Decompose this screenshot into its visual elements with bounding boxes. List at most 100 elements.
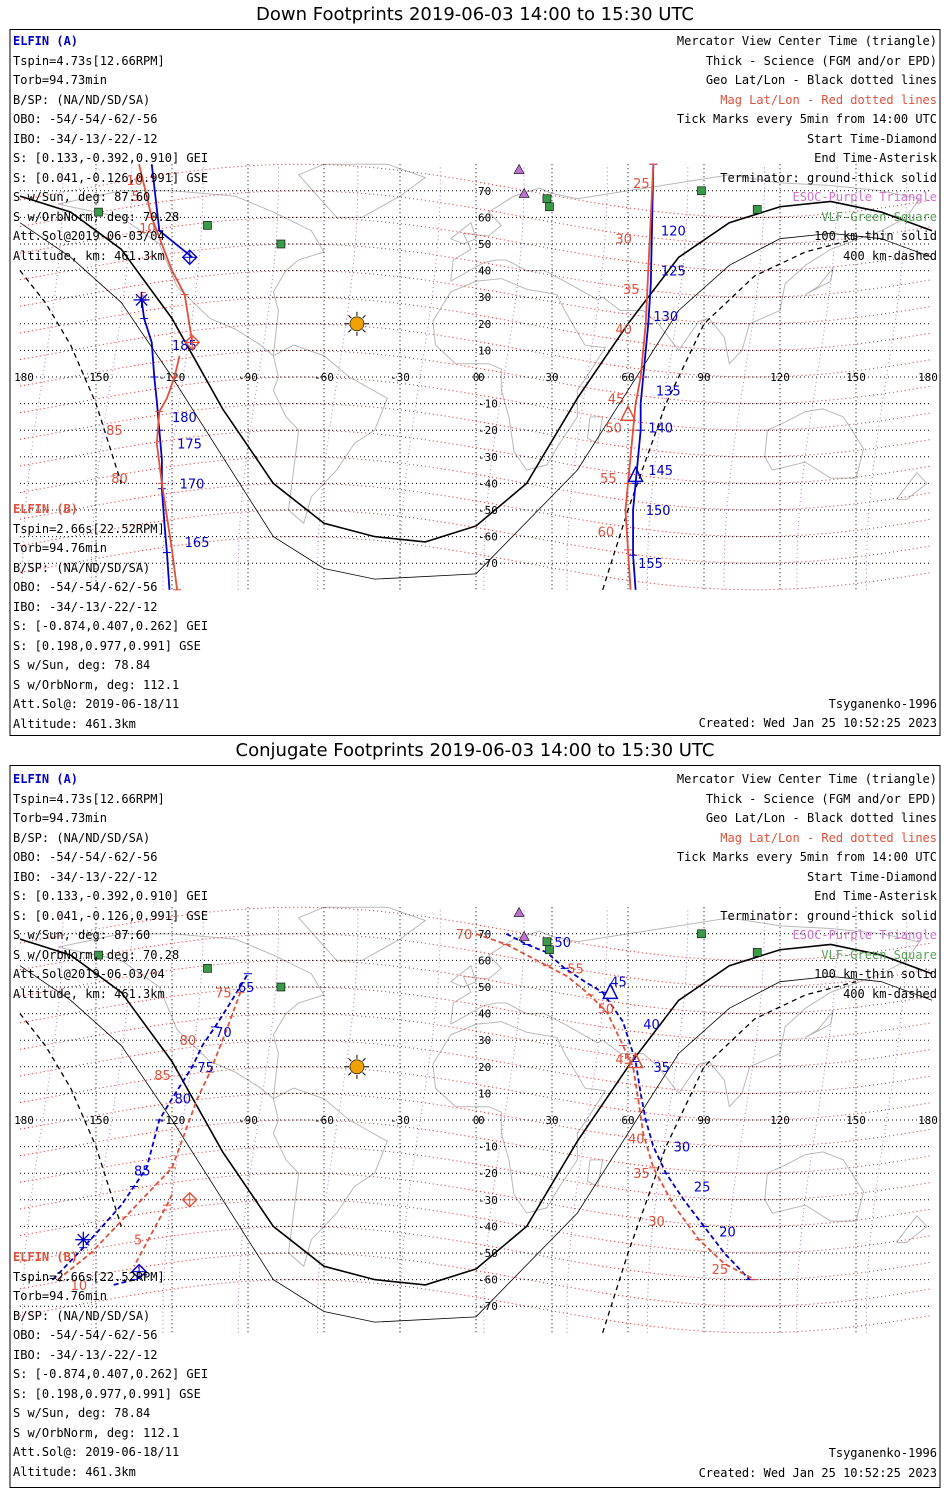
track-time-label: 5	[134, 1234, 142, 1249]
info-line: S: [-0.874,0.407,0.262] GEI	[13, 1367, 209, 1381]
y-tick-label: 60	[478, 211, 491, 224]
track-time-label: 70	[456, 928, 473, 943]
y-tick-label: 30	[478, 1034, 491, 1047]
terminator-100km	[19, 965, 933, 1323]
info-line: S: [0.041,-0.126,0.991] GSE	[13, 908, 209, 923]
track-time-label: 50	[555, 936, 572, 951]
y-tick-label: 40	[478, 1008, 491, 1021]
track-time-label: 85	[134, 1165, 151, 1180]
legend-line: End Time-Asterisk	[814, 151, 937, 165]
coastline	[297, 906, 427, 961]
legend-line: ESOC-Purple Triangle	[792, 928, 938, 942]
track-time-label: 80	[175, 1093, 192, 1108]
created-label-conj: Created: Wed Jan 25 10:52:25 2023	[698, 1466, 937, 1480]
info-line: Att.Sol@: 2019-06-18/11	[13, 1445, 180, 1459]
vlf-square	[545, 945, 554, 955]
terminator-ground	[19, 195, 933, 543]
coastline	[450, 964, 477, 988]
elfin-b-info-conj: ELFIN (B) Tspin=2.66s[22.52RPM] Torb=94.…	[13, 1248, 208, 1482]
end-asterisk	[77, 1233, 90, 1246]
info-line: Torb=94.76min	[13, 1289, 107, 1303]
elfin-a-info-down: ELFIN (A) Tspin=4.73s[12.66RPM] Torb=94.…	[13, 32, 208, 266]
info-line: Tspin=2.66s[22.52RPM]	[13, 521, 165, 536]
coastline	[450, 917, 921, 1108]
track-time-label: 50	[605, 422, 622, 437]
track-time-label: 120	[661, 225, 686, 240]
legend-line: Terminator: ground-thick solid	[720, 170, 937, 185]
x-tick-label: -60	[314, 371, 334, 384]
y-tick-label: 10	[478, 344, 491, 357]
info-line: B/SP: (NA/ND/SD/SA)	[13, 560, 151, 575]
vlf-square	[94, 207, 103, 217]
info-line: S w/Sun, deg: 78.84	[13, 1406, 151, 1420]
track-time-label: 80	[111, 472, 128, 487]
coastline	[450, 221, 477, 245]
sun-ray	[362, 329, 366, 333]
sun-ray	[348, 1072, 352, 1076]
down-footprints-map: 180 -150 -120 -90 -60 -30 0 30 60 90 120 150 1807060…	[9, 29, 941, 736]
track-time-label: 185	[172, 339, 197, 354]
vlf-square	[545, 202, 554, 212]
elfin-b-track	[624, 164, 655, 590]
legend-conj: Mercator View Center Time (triangle) Thi…	[677, 770, 937, 1004]
y-tick-label: -30	[478, 1194, 498, 1207]
y-tick-label: 10	[478, 1087, 491, 1100]
info-line: IBO: -34/-13/-22/-12	[13, 131, 158, 146]
elfin-a-header: ELFIN (A)	[13, 772, 79, 786]
track-time-label: 175	[177, 438, 202, 453]
sun-ray	[348, 314, 352, 319]
geo-grid	[20, 164, 932, 590]
track-time-label: 75	[197, 1061, 214, 1076]
info-line: OBO: -54/-54/-62/-56	[13, 850, 158, 864]
coastline	[896, 471, 928, 500]
track-time-label: 10	[139, 222, 156, 237]
y-tick-label: -10	[478, 398, 498, 411]
x-tick-label: 30	[545, 1114, 558, 1127]
coastline	[764, 408, 865, 479]
vlf-square	[752, 948, 762, 957]
info-line: B/SP: (NA/ND/SD/SA)	[13, 830, 151, 845]
track-time-label: 10	[71, 1279, 88, 1294]
elfin-b-track	[475, 932, 756, 1281]
sun-ray	[348, 1057, 352, 1062]
elfin-b-header: ELFIN (B)	[13, 502, 79, 516]
x-tick-label: 120	[770, 371, 790, 384]
info-line: B/SP: (NA/ND/SD/SA)	[13, 1308, 151, 1323]
info-line: Altitude, km: 461.3km	[13, 986, 165, 1001]
y-tick-label: 50	[478, 238, 491, 251]
info-line: Altitude: 461.3km	[13, 716, 136, 731]
track-time-label: 140	[648, 422, 673, 437]
panel-title-conjugate: Conjugate Footprints 2019-06-03 14:00 to…	[235, 740, 715, 761]
track-time-label: 35	[633, 1167, 650, 1182]
vlf-square	[94, 950, 103, 960]
legend-line: 100 km-thin solid	[814, 229, 937, 243]
info-line: S w/OrbNorm, deg: 70.28	[13, 947, 180, 962]
coastline	[57, 190, 325, 357]
track-time-label: 45	[615, 1053, 632, 1068]
coastline	[896, 1214, 928, 1243]
coastline	[57, 933, 325, 1100]
track-time-label: 55	[567, 962, 584, 977]
legend-line: Mag Lat/Lon - Red dotted lines	[720, 92, 937, 107]
x-tick-label: -60	[314, 1114, 334, 1127]
elfin-b-header: ELFIN (B)	[13, 1250, 79, 1264]
coastlines	[57, 906, 928, 1268]
legend-line: Geo Lat/Lon - Black dotted lines	[705, 73, 937, 87]
track-time-label: 55	[600, 472, 617, 487]
info-line: S w/OrbNorm, deg: 112.1	[13, 1425, 180, 1440]
y-tick-label: 20	[478, 318, 491, 331]
track-time-label: 145	[648, 464, 673, 479]
elfin-b-info-down: ELFIN (B) Tspin=2.66s[22.52RPM] Torb=94.…	[13, 500, 208, 734]
terminator-400km	[19, 270, 122, 484]
track-time-label: 155	[638, 557, 663, 572]
elfin-a-track	[52, 973, 249, 1281]
info-line: S w/OrbNorm, deg: 112.1	[13, 677, 180, 692]
x-tick-label: 180	[918, 1114, 938, 1127]
track-time-label: 125	[661, 265, 686, 280]
track-time-label: 80	[180, 1034, 197, 1049]
info-line: Torb=94.73min	[13, 811, 107, 825]
vlf-square	[203, 964, 212, 973]
y-tick-label: 0	[478, 1114, 485, 1127]
track-time-label: 40	[643, 1018, 660, 1033]
plot-frame	[9, 29, 941, 736]
